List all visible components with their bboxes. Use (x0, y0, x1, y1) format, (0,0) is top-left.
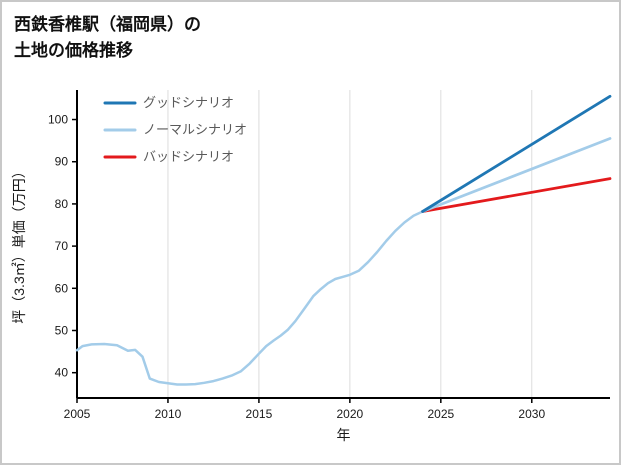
x-tick-label: 2030 (518, 407, 545, 421)
x-tick-label: 2010 (155, 407, 182, 421)
y-tick-label: 90 (55, 155, 69, 169)
legend-label-good: グッドシナリオ (143, 95, 234, 110)
scenario-line-bad (421, 177, 612, 213)
x-tick-label: 2005 (64, 407, 91, 421)
history-line (75, 210, 424, 386)
page-title-line2: 土地の価格推移 (14, 40, 133, 60)
legend-label-bad: バッドシナリオ (143, 149, 234, 164)
y-tick-label: 70 (55, 239, 69, 253)
x-tick-label: 2020 (337, 407, 364, 421)
y-tick-label: 50 (55, 323, 69, 337)
y-tick-label: 100 (48, 113, 68, 127)
y-tick-label: 40 (55, 366, 69, 380)
scenario-line-good (421, 94, 612, 213)
y-tick-label: 60 (55, 281, 69, 295)
y-tick-label: 80 (55, 197, 69, 211)
page-title-line1: 西鉄香椎駅（福岡県）の (14, 15, 201, 34)
x-axis-title: 年 (337, 427, 351, 443)
x-tick-label: 2015 (246, 407, 273, 421)
legend-label-normal: ノーマルシナリオ (143, 122, 247, 137)
scenario-line-normal (421, 137, 612, 213)
x-tick-label: 2025 (427, 407, 454, 421)
y-axis-title: 坪（3.3㎡）単価（万円） (11, 164, 27, 323)
page-title: 西鉄香椎駅（福岡県）の 土地の価格推移 (14, 12, 201, 63)
